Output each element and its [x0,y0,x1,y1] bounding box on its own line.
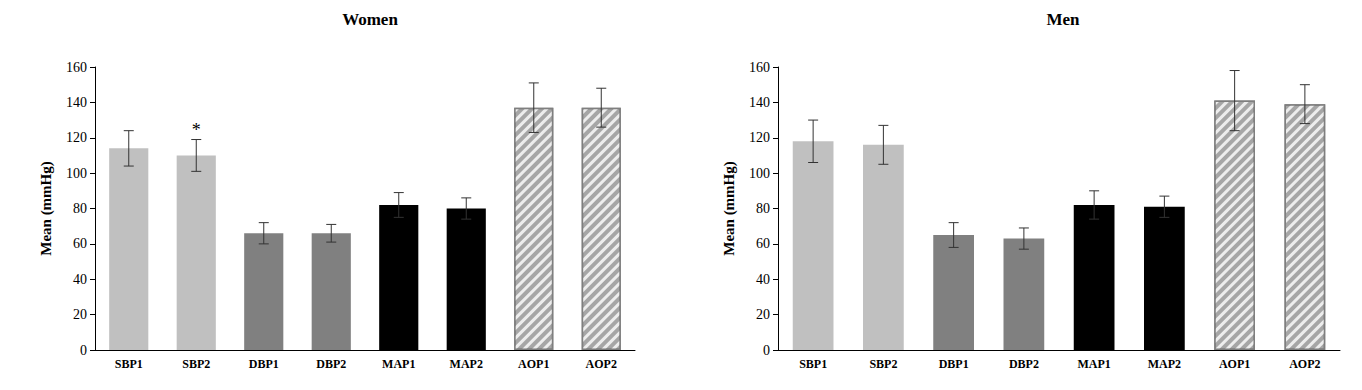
svg-text:SBP2: SBP2 [869,357,897,371]
svg-text:AOP1: AOP1 [518,357,549,371]
svg-text:60: 60 [756,236,770,251]
svg-text:SBP2: SBP2 [182,357,210,371]
svg-text:AOP2: AOP2 [586,357,617,371]
svg-text:DBP1: DBP1 [249,357,279,371]
svg-text:DBP2: DBP2 [316,357,346,371]
svg-text:160: 160 [749,60,770,75]
svg-text:120: 120 [749,130,770,145]
svg-text:20: 20 [756,307,770,322]
svg-text:SBP1: SBP1 [799,357,827,371]
svg-text:40: 40 [73,272,87,287]
svg-text:100: 100 [749,166,770,181]
svg-text:40: 40 [756,272,770,287]
svg-text:Mean (mmHg): Mean (mmHg) [721,161,738,256]
svg-text:80: 80 [73,201,87,216]
svg-text:Mean (mmHg): Mean (mmHg) [38,161,55,256]
svg-text:160: 160 [66,60,87,75]
svg-text:140: 140 [66,95,87,110]
svg-text:AOP2: AOP2 [1289,357,1320,371]
svg-text:60: 60 [73,236,87,251]
svg-text:DBP2: DBP2 [1009,357,1039,371]
svg-text:140: 140 [749,95,770,110]
svg-text:AOP1: AOP1 [1219,357,1250,371]
svg-text:DBP1: DBP1 [939,357,969,371]
svg-text:*: * [192,120,201,140]
svg-text:20: 20 [73,307,87,322]
svg-text:MAP1: MAP1 [382,357,415,371]
svg-text:120: 120 [66,130,87,145]
svg-text:0: 0 [80,343,87,358]
svg-text:100: 100 [66,166,87,181]
svg-text:SBP1: SBP1 [115,357,143,371]
svg-text:Women: Women [342,10,398,29]
svg-text:Men: Men [1046,10,1080,29]
svg-text:MAP2: MAP2 [1148,357,1181,371]
svg-text:MAP2: MAP2 [450,357,483,371]
svg-text:80: 80 [756,201,770,216]
svg-text:MAP1: MAP1 [1077,357,1110,371]
svg-text:0: 0 [763,343,770,358]
